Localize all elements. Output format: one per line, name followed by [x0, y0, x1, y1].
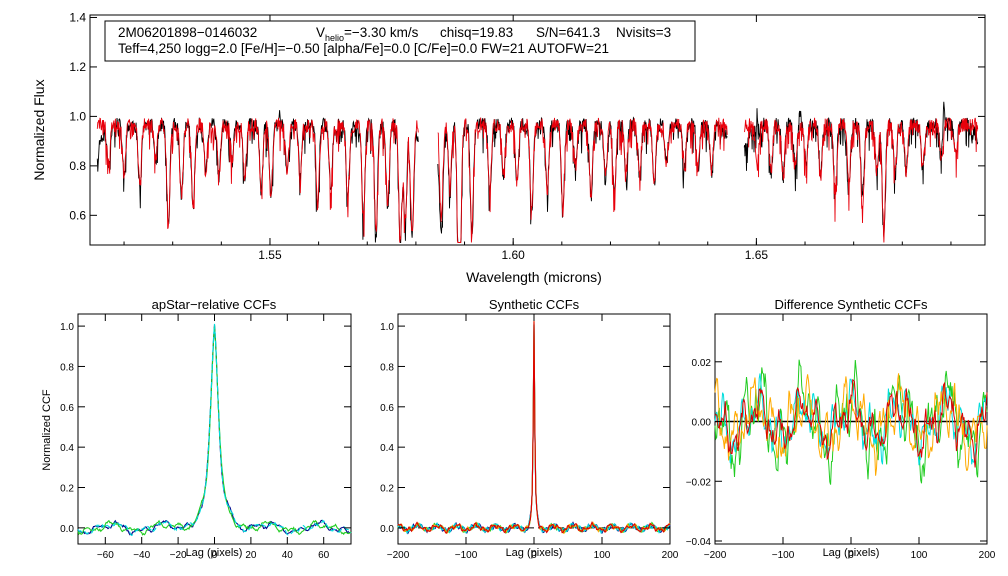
spectrum-xtick-label: 1.65 — [745, 248, 769, 262]
difference-ccf-ticks: −200 −100 0 100 200 −0.04 −0.02 0.00 0.02 — [686, 314, 996, 561]
spectrum-model-chip-2 — [437, 117, 728, 243]
difference-ccf-series-4 — [714, 379, 988, 468]
info-vhelio-value: =−3.30 km/s — [344, 25, 419, 40]
apstar-ccf-ytick-label: 0.6 — [60, 403, 74, 414]
apstar-ccf-xtick-label: −60 — [97, 550, 114, 561]
info-chisq: chisq=19.83 — [440, 25, 513, 40]
difference-ccf-series-2 — [714, 373, 988, 466]
spectrum-ticks: 1.55 1.60 1.65 0.6 0.8 1.0 1.2 1.4 — [69, 10, 985, 262]
info-vhelio-sub: helio — [325, 33, 344, 43]
spectrum-frame — [89, 14, 986, 246]
spectrum-xtick-label: 1.60 — [501, 248, 525, 262]
apstar-ccf-xtick-label: 0 — [212, 550, 218, 561]
difference-ccf-xtick-label: 0 — [848, 550, 854, 561]
apstar-ccf-xtick-label: 20 — [245, 550, 257, 561]
spectrum-xtick-label: 1.55 — [258, 248, 282, 262]
spectrum-model-chip-1 — [96, 117, 419, 243]
difference-ccf-title: Difference Synthetic CCFs — [775, 297, 928, 312]
difference-ccf-ytick-label: 0.00 — [692, 418, 712, 429]
info-star-id: 2M06201898−0146032 — [118, 25, 257, 40]
info-vhelio-letter: V — [316, 25, 325, 40]
apstar-ccf-ytick-label: 1.0 — [60, 322, 74, 333]
apstar-ccf-xtick-label: −40 — [133, 550, 150, 561]
difference-ccf-panel: Difference Synthetic CCFs −200 −100 0 100 20… — [686, 297, 996, 561]
synthetic-ccf-ticks: −200 −100 0 100 200 0.0 0.2 0.4 0.6 0.8 1.0 — [380, 314, 679, 561]
apstar-ccf-xtick-label: −20 — [170, 550, 187, 561]
apstar-ccf-title: apStar−relative CCFs — [152, 297, 277, 312]
apstar-ccf-ylabel: Normalized CCF — [41, 389, 53, 471]
synthetic-ccf-xtick-label: −100 — [455, 550, 478, 561]
spectrum-ylabel: Normalized Flux — [31, 79, 47, 180]
difference-ccf-xtick-label: 200 — [979, 550, 996, 561]
synthetic-ccf-ytick-label: 1.0 — [380, 322, 394, 333]
difference-ccf-xlabel: Lag (pixels) — [823, 547, 880, 559]
apstar-ccf-xtick-label: 40 — [282, 550, 294, 561]
apstar-ccf-ytick-label: 0.8 — [60, 362, 74, 373]
spectrum-model-chip-3 — [743, 117, 979, 243]
synthetic-ccf-series-5 — [397, 321, 671, 535]
synthetic-ccf-ytick-label: 0.0 — [380, 524, 394, 535]
synthetic-ccf-xtick-label: −200 — [387, 550, 410, 561]
difference-ccf-ytick-label: 0.02 — [692, 358, 712, 369]
apstar-ccf-ytick-label: 0.0 — [60, 524, 74, 535]
synthetic-ccf-lines — [397, 320, 671, 535]
difference-ccf-frame — [714, 313, 988, 545]
synthetic-ccf-title: Synthetic CCFs — [489, 297, 580, 312]
synthetic-ccf-ytick-label: 0.8 — [380, 362, 394, 373]
apstar-ccf-xlabel: Lag (pixels) — [186, 547, 243, 559]
difference-ccf-series-3 — [714, 373, 988, 476]
synthetic-ccf-ytick-label: 0.2 — [380, 484, 394, 495]
spectrum-ytick-label: 1.2 — [69, 60, 86, 74]
synthetic-ccf-xlabel: Lag (pixels) — [506, 547, 563, 559]
apstar-ccf-ticks: −60 −40 −20 0 20 40 60 0.0 0.2 0.4 0.6 0.8 1.0 — [60, 314, 351, 561]
info-nvisits: Nvisits=3 — [616, 25, 671, 40]
synthetic-ccf-xtick-label: 0 — [531, 550, 537, 561]
difference-ccf-series-1 — [714, 359, 988, 485]
spectrum-observed-chip-2 — [437, 116, 728, 243]
apstar-ccf-xtick-label: 60 — [318, 550, 330, 561]
spectrum-panel: 1.55 1.60 1.65 0.6 0.8 1.0 1.2 1.4 Wavelength (… — [31, 10, 986, 285]
info-snr: S/N=641.3 — [536, 25, 600, 40]
info-box-frame — [104, 20, 696, 62]
apstar-ccf-ytick-label: 0.2 — [60, 484, 74, 495]
info-params: Teff=4,250 logg=2.0 [Fe/H]=−0.50 [alpha/… — [118, 41, 609, 56]
difference-ccf-xtick-label: 100 — [911, 550, 928, 561]
apstar-ccf-ytick-label: 0.4 — [60, 443, 74, 454]
apstar-ccf-lines — [77, 323, 352, 537]
synthetic-ccf-xtick-label: 100 — [594, 550, 611, 561]
spectrum-lines — [96, 101, 979, 243]
apstar-ccf-panel: apStar−relative CCFs −60 −40 −20 0 20 40 60 0.0… — [41, 297, 352, 561]
difference-ccf-xtick-label: −100 — [772, 550, 795, 561]
difference-ccf-xtick-label: −200 — [704, 550, 727, 561]
apstar-ccf-series-2 — [77, 325, 352, 536]
apstar-ccf-series-1 — [77, 324, 351, 536]
difference-ccf-ytick-label: −0.02 — [686, 477, 712, 488]
apstar-ccf-frame — [77, 313, 352, 545]
difference-ccf-ytick-label: −0.04 — [686, 537, 712, 548]
info-vhelio: Vhelio=−3.30 km/s — [316, 25, 419, 43]
synthetic-ccf-ytick-label: 0.6 — [380, 403, 394, 414]
apstar-ccf-series-3 — [77, 323, 352, 537]
spectrum-ytick-label: 0.6 — [69, 208, 86, 222]
spectrum-ytick-label: 1.0 — [69, 109, 86, 123]
synthetic-ccf-ytick-label: 0.4 — [380, 443, 394, 454]
spectrum-xlabel: Wavelength (microns) — [466, 269, 602, 285]
spectrum-ytick-label: 0.8 — [69, 159, 86, 173]
info-box: 2M06201898−0146032 Vhelio=−3.30 km/s chi… — [104, 20, 696, 62]
spectrum-ytick-label: 1.4 — [69, 10, 86, 24]
difference-ccf-lines — [714, 359, 988, 485]
synthetic-ccf-xtick-label: 200 — [662, 550, 679, 561]
synthetic-ccf-panel: Synthetic CCFs −200 −100 0 100 200 0.0 0.2 0.4 0… — [380, 297, 679, 561]
